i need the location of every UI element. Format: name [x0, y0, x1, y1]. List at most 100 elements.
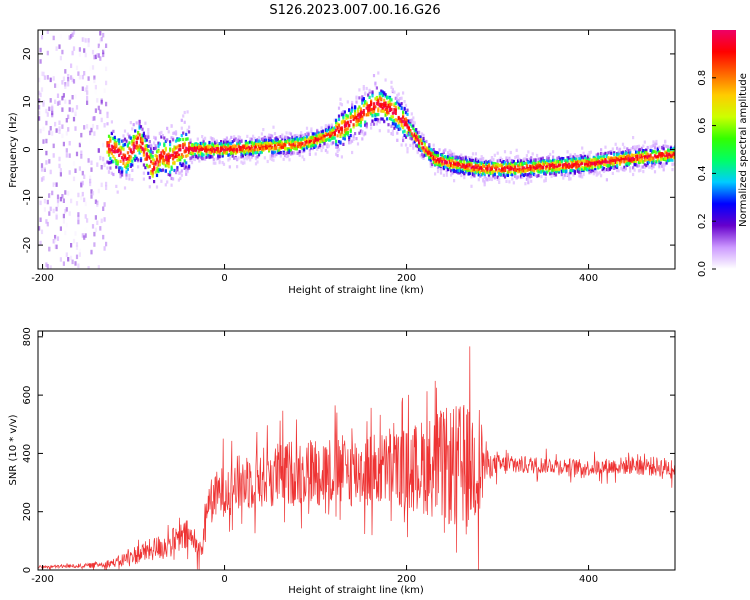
- spectrogram-cell: [595, 173, 598, 177]
- spectrogram-cell: [343, 110, 346, 114]
- spectrogram-cell: [87, 266, 90, 269]
- spectrogram-cell: [482, 179, 485, 183]
- spectrogram-cell: [234, 156, 237, 161]
- spectrogram-cell: [502, 169, 505, 173]
- spectrogram-cell: [662, 162, 665, 166]
- spectrogram-cell: [333, 132, 336, 136]
- spectrogram-cell: [52, 143, 55, 149]
- spectrogram-cell: [403, 107, 406, 111]
- spectrogram-cell: [292, 142, 295, 146]
- spectrogram-cell: [46, 199, 49, 205]
- spectrogram-cell: [336, 149, 339, 154]
- spectrogram-cell: [637, 158, 641, 162]
- spectrogram-cell: [365, 124, 368, 128]
- spectrogram-cell: [97, 105, 100, 111]
- spectrogram-cell: [236, 142, 239, 146]
- spectrogram-cell: [380, 117, 383, 121]
- spectrogram-cell: [361, 95, 364, 99]
- spectrogram-cell: [172, 149, 175, 153]
- spectrogram-cell: [361, 101, 364, 105]
- spectrogram-cell: [337, 129, 341, 134]
- spectrogram-cell: [340, 155, 343, 159]
- spectrogram-cell: [470, 158, 473, 162]
- spectrogram-cell: [164, 146, 167, 150]
- spectrogram-cell: [129, 148, 132, 152]
- spectrogram-cell: [537, 170, 540, 174]
- spectrogram-cell: [480, 166, 483, 170]
- spectrogram-cell: [629, 169, 632, 173]
- spectrogram-cell: [608, 150, 611, 154]
- spectrogram-cell: [463, 176, 466, 180]
- spectrogram-cell: [425, 153, 428, 157]
- spectrogram-cell: [438, 148, 441, 152]
- spectrogram-cell: [432, 143, 435, 147]
- spectrogram-cell: [314, 132, 317, 136]
- spectrogram-cell: [87, 42, 90, 48]
- spectrogram-cell: [132, 147, 135, 151]
- spectrogram-cell: [240, 150, 243, 154]
- spectrogram-cell: [490, 170, 493, 175]
- spectrogram-cell: [68, 170, 71, 175]
- spectrogram-cell: [546, 159, 549, 163]
- spectrogram-cell: [560, 173, 563, 177]
- spectrogram-cell: [313, 140, 316, 144]
- spectrogram-cell: [649, 148, 652, 153]
- spectrogram-cell: [52, 35, 55, 41]
- spectrogram-cell: [335, 121, 338, 125]
- spectrogram-cell: [256, 150, 259, 154]
- spectrogram-cell: [305, 135, 309, 139]
- spectrogram-cell: [509, 150, 512, 155]
- spectrogram-cell: [246, 151, 249, 155]
- spectrogram-cell: [358, 112, 361, 116]
- spectrogram-cell: [633, 163, 636, 167]
- spectrogram-cells: [38, 30, 675, 269]
- spectrogram-cell: [164, 157, 167, 162]
- spectrogram-cell: [164, 155, 167, 159]
- spectrogram-cell: [672, 155, 675, 160]
- spectrogram-cell: [212, 143, 215, 148]
- spectrogram-cell: [163, 151, 166, 155]
- spectrogram-cell: [505, 158, 508, 162]
- spectrogram-cell: [135, 134, 138, 138]
- spectrogram-cell: [566, 156, 569, 160]
- spectrogram-cell: [225, 140, 228, 144]
- spectrogram-cell: [77, 263, 80, 268]
- spectrogram-cell: [125, 164, 128, 168]
- spectrogram-cell: [170, 176, 173, 181]
- spectrogram-cell: [563, 158, 566, 163]
- spectrogram-cell: [579, 167, 582, 171]
- spectrogram-cell: [202, 143, 205, 147]
- spectrogram-cell: [49, 169, 52, 175]
- spectrogram-cell: [483, 169, 486, 173]
- spectrogram-cell: [639, 153, 642, 157]
- spectrogram-cell: [45, 262, 48, 267]
- spectrogram-cell: [390, 107, 393, 112]
- spectrogram-cell: [632, 136, 635, 140]
- spectrogram-cell: [477, 164, 480, 168]
- spectrogram-cell: [96, 220, 99, 225]
- spectrogram-cell: [93, 242, 96, 247]
- spectrogram-cell: [125, 176, 128, 180]
- spectrogram-cell: [132, 134, 135, 139]
- spectrogram-cell: [281, 133, 284, 137]
- spectrogram-cell: [549, 172, 552, 176]
- spectrogram-cell: [425, 139, 428, 144]
- spectrogram-cell: [518, 168, 521, 172]
- spectrogram-cell: [400, 123, 403, 127]
- spectrogram-cell: [346, 131, 349, 135]
- spectrogram-cell: [147, 131, 150, 135]
- spectrogram-cell: [602, 160, 606, 164]
- spectrogram-cell: [153, 141, 156, 145]
- spectrogram-cell: [457, 156, 460, 160]
- spectrogram-cell: [240, 155, 243, 159]
- spectrogram-cell: [482, 156, 485, 161]
- spectrogram-cell: [629, 155, 632, 159]
- spectrogram-cell: [588, 164, 591, 168]
- spectrogram-cell: [610, 150, 613, 154]
- spectrogram-cell: [169, 147, 172, 151]
- spectrogram-cell: [118, 166, 121, 170]
- spectrogram-cell: [418, 143, 421, 147]
- spectrogram-cell: [399, 103, 402, 107]
- spectrogram-cell: [147, 128, 150, 132]
- spectrogram-cell: [305, 146, 309, 150]
